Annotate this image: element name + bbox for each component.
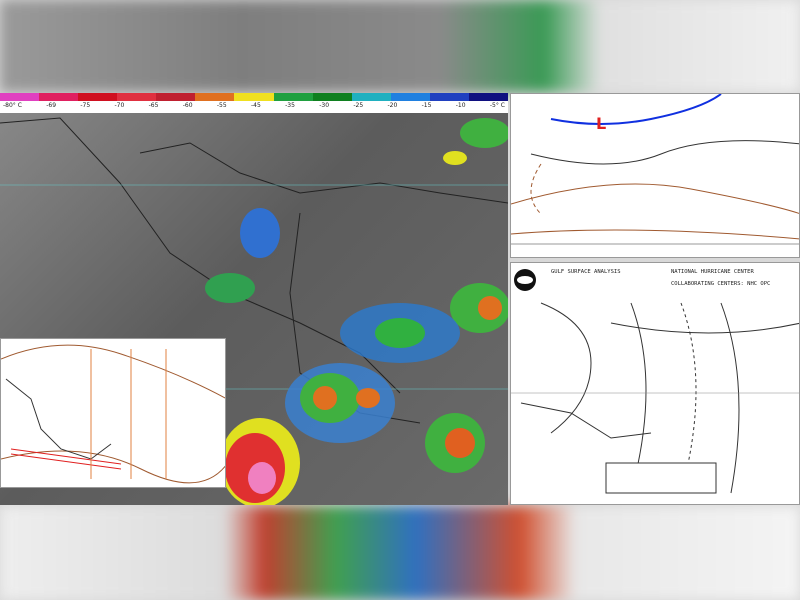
colorbar-swatch — [234, 93, 274, 101]
gulf-surface-map-top: L — [510, 93, 800, 258]
colorbar-label: -20 — [387, 102, 398, 109]
colorbar-label: -10 — [455, 102, 466, 109]
colorbar-label: -75 — [80, 102, 91, 109]
colorbar-swatch — [156, 93, 196, 101]
colorbar-swatch — [78, 93, 118, 101]
low-pressure-symbol: L — [596, 114, 606, 133]
colorbar-label: -30 — [319, 102, 330, 109]
colorbar-label: -15 — [421, 102, 432, 109]
satellite-clouds — [0, 117, 508, 505]
colorbar-label: -35 — [285, 102, 295, 109]
colorbar-swatch — [468, 93, 508, 101]
caribbean-forecast-map — [0, 338, 226, 488]
colorbar-label: -70 — [114, 102, 125, 109]
analysis-collab: COLLABORATING CENTERS: NHC OPC — [671, 281, 771, 287]
noaa-logo — [514, 269, 536, 291]
blurred-background-bottom — [0, 506, 800, 600]
colorbar-swatch — [390, 93, 430, 101]
blurred-background-top — [0, 0, 800, 92]
colorbar-swatch — [117, 93, 157, 101]
colorbar-label: -65 — [148, 102, 159, 109]
colorbar-label: -45 — [250, 102, 261, 109]
analysis-agency: NATIONAL HURRICANE CENTER — [671, 269, 754, 275]
colorbar-swatch — [429, 93, 469, 101]
colorbar-label: -55 — [216, 102, 227, 109]
colorbar-label: -25 — [353, 102, 364, 109]
analysis-title: GULF SURFACE ANALYSIS — [551, 269, 621, 275]
colorbar-swatch — [351, 93, 391, 101]
colorbar-swatch — [312, 93, 352, 101]
colorbar-swatch — [273, 93, 313, 101]
colorbar-swatch — [0, 93, 40, 101]
colorbar-label: -60 — [182, 102, 193, 109]
gulf-surface-analysis-map: GULF SURFACE ANALYSIS NATIONAL HURRICANE… — [510, 262, 800, 505]
colorbar-label: -69 — [46, 102, 57, 109]
colorbar-swatches — [0, 93, 508, 101]
colorbar-label: -5° C — [489, 102, 505, 109]
colorbar-swatch — [39, 93, 79, 101]
colorbar-label: -80° C — [3, 102, 22, 109]
colorbar-swatch — [195, 93, 235, 101]
temperature-colorbar: -80° C -69 -75 -70 -65 -60 -55 -45 -35 -… — [0, 93, 508, 113]
